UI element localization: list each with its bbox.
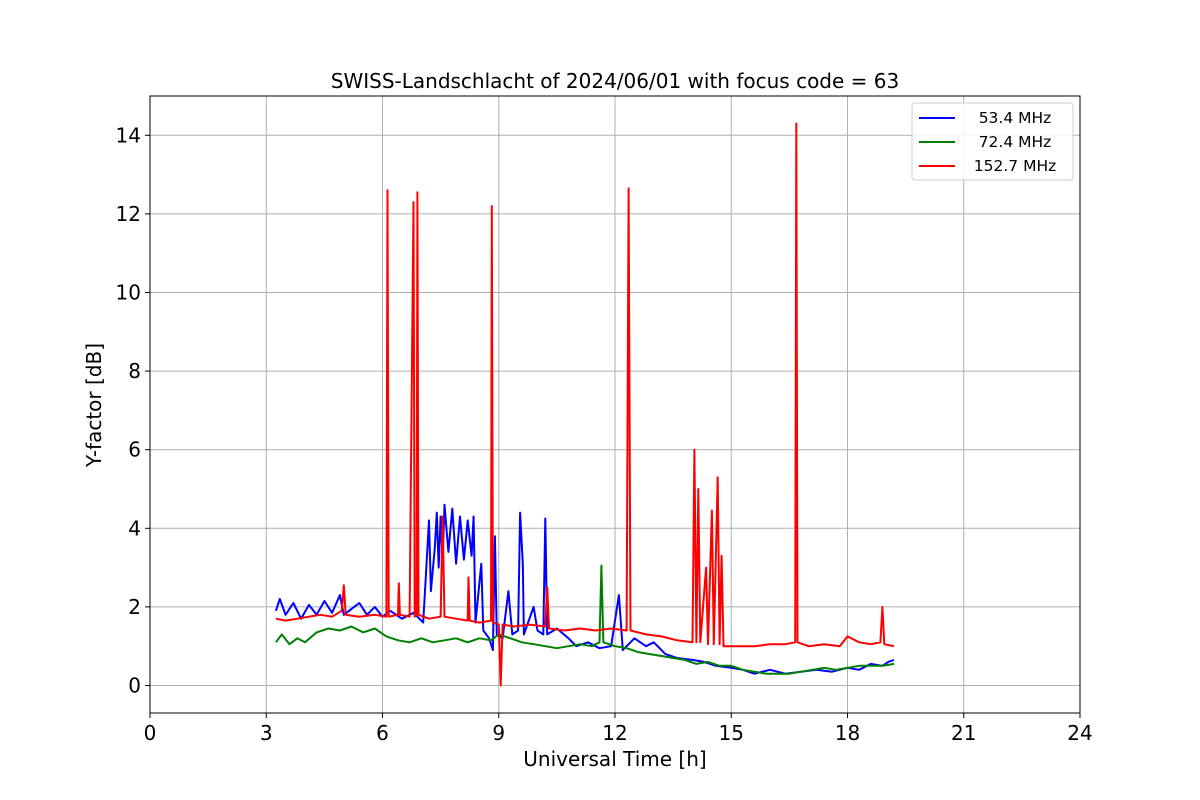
x-tick-label: 0 xyxy=(144,721,157,745)
series-line-0 xyxy=(274,503,895,675)
x-tick-label: 3 xyxy=(260,721,273,745)
y-tick-label: 0 xyxy=(128,673,141,697)
series-layer xyxy=(274,122,895,687)
legend-label-1: 72.4 MHz xyxy=(979,133,1052,151)
y-tick-label: 14 xyxy=(116,123,141,147)
x-tick-label: 15 xyxy=(719,721,744,745)
x-tick-label: 12 xyxy=(602,721,627,745)
x-tick-label: 6 xyxy=(376,721,389,745)
legend: 53.4 MHz 72.4 MHz 152.7 MHz xyxy=(911,102,1074,181)
legend-box xyxy=(911,102,1074,181)
legend-label-0: 53.4 MHz xyxy=(979,109,1052,127)
y-tick-label: 10 xyxy=(116,280,141,304)
y-tick-label: 12 xyxy=(116,202,141,226)
x-tick-label: 21 xyxy=(951,721,976,745)
chart-title: SWISS-Landschlacht of 2024/06/01 with fo… xyxy=(331,69,899,93)
x-tick-label: 24 xyxy=(1067,721,1092,745)
series-line-2 xyxy=(275,122,895,687)
x-tick-label: 18 xyxy=(835,721,860,745)
series-line-1 xyxy=(275,564,895,675)
x-axis-label: Universal Time [h] xyxy=(523,747,706,771)
x-tick-label: 9 xyxy=(492,721,505,745)
y-tick-label: 6 xyxy=(128,438,141,462)
y-tick-label: 2 xyxy=(128,595,141,619)
y-tick-label: 8 xyxy=(128,359,141,383)
y-axis-label: Y-factor [dB] xyxy=(82,343,106,468)
y-tick-label: 4 xyxy=(128,516,141,540)
legend-label-2: 152.7 MHz xyxy=(974,157,1056,175)
